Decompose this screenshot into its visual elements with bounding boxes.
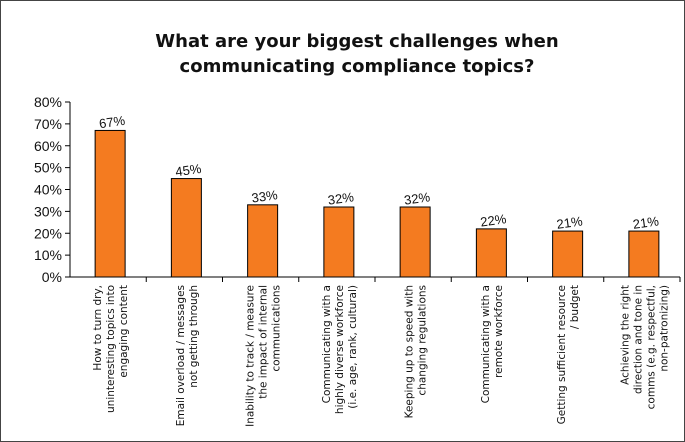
bar <box>323 206 355 278</box>
category-label-line: Communicating with a <box>321 285 333 403</box>
category-label-line: uninteresting topics into <box>105 285 117 413</box>
category-label-line: comms (e.g. respectful, <box>645 285 657 409</box>
y-tick-label: 20% <box>34 225 62 241</box>
data-label: 21% <box>632 213 660 232</box>
y-tick-label: 50% <box>34 160 62 176</box>
category-label-line: Keeping up to speed with <box>404 285 416 418</box>
bar <box>399 206 431 278</box>
category-label-line: Email overload / messages <box>175 285 187 426</box>
chart-title-line: communicating compliance topics? <box>180 56 535 77</box>
category-label-line: How to turn dry, <box>92 285 104 371</box>
category-label: Keeping up to speed with changing regulat… <box>404 285 429 418</box>
data-label: 67% <box>98 113 126 132</box>
bar <box>628 230 660 278</box>
category-label: Communicating with a remote workforce <box>480 285 505 403</box>
data-label: 32% <box>327 189 355 208</box>
category-label-line: engaging content <box>118 285 130 378</box>
data-label: 32% <box>403 189 431 208</box>
category-label: Getting sufficient resource / budget <box>556 285 581 424</box>
bar <box>475 228 507 278</box>
y-tick-label: 30% <box>34 203 62 219</box>
category-label-line: Achieving the right <box>619 285 631 385</box>
category-label-line: (i.e. age, rank, cultural) <box>347 285 359 409</box>
y-tick-label: 40% <box>34 182 62 198</box>
category-label: Inability to track / measure the impact o… <box>245 285 283 427</box>
category-label: Email overload / messages not getting thr… <box>175 285 200 426</box>
bars <box>94 129 660 278</box>
category-label-line: the impact of internal <box>258 285 270 399</box>
category-label-line: / budget <box>569 285 581 329</box>
chart-title-line: What are your biggest challenges when <box>155 31 558 52</box>
category-label-line: not getting through <box>188 285 200 388</box>
category-label-line: Getting sufficient resource <box>556 285 568 424</box>
y-tick-label: 70% <box>34 116 62 132</box>
y-tick-label: 0% <box>42 269 62 285</box>
category-labels: How to turn dry, uninteresting topics int… <box>92 277 681 427</box>
data-labels: 67% 45% 33% 32% 32% 22% 21% 21% <box>98 113 660 232</box>
category-label: Achieving the right direction and tone in… <box>619 285 670 409</box>
category-label-line: Communicating with a <box>480 285 492 403</box>
category-label-line: Inability to track / measure <box>245 285 257 427</box>
category-label-line: non-patronizing) <box>658 285 670 372</box>
category-label-line: changing regulations <box>417 285 429 396</box>
category-label-line: highly diverse workforce <box>334 285 346 414</box>
data-label: 45% <box>174 161 202 180</box>
category-label: How to turn dry, uninteresting topics int… <box>92 285 130 413</box>
data-label: 33% <box>251 187 279 206</box>
data-label: 22% <box>479 211 507 230</box>
bar <box>552 230 584 278</box>
bar <box>94 129 126 278</box>
category-label: Communicating with a highly diverse workf… <box>321 285 359 414</box>
bar <box>247 204 279 278</box>
category-label-line: direction and tone in <box>632 285 644 394</box>
data-label: 21% <box>556 213 584 232</box>
bar <box>170 178 202 278</box>
chart-title: What are your biggest challenges when com… <box>155 31 558 77</box>
y-tick-label: 80% <box>34 94 62 110</box>
category-label-line: remote workforce <box>493 285 505 378</box>
y-tick-label: 60% <box>34 138 62 154</box>
category-label-line: communications <box>271 285 283 372</box>
y-tick-label: 10% <box>34 247 62 263</box>
